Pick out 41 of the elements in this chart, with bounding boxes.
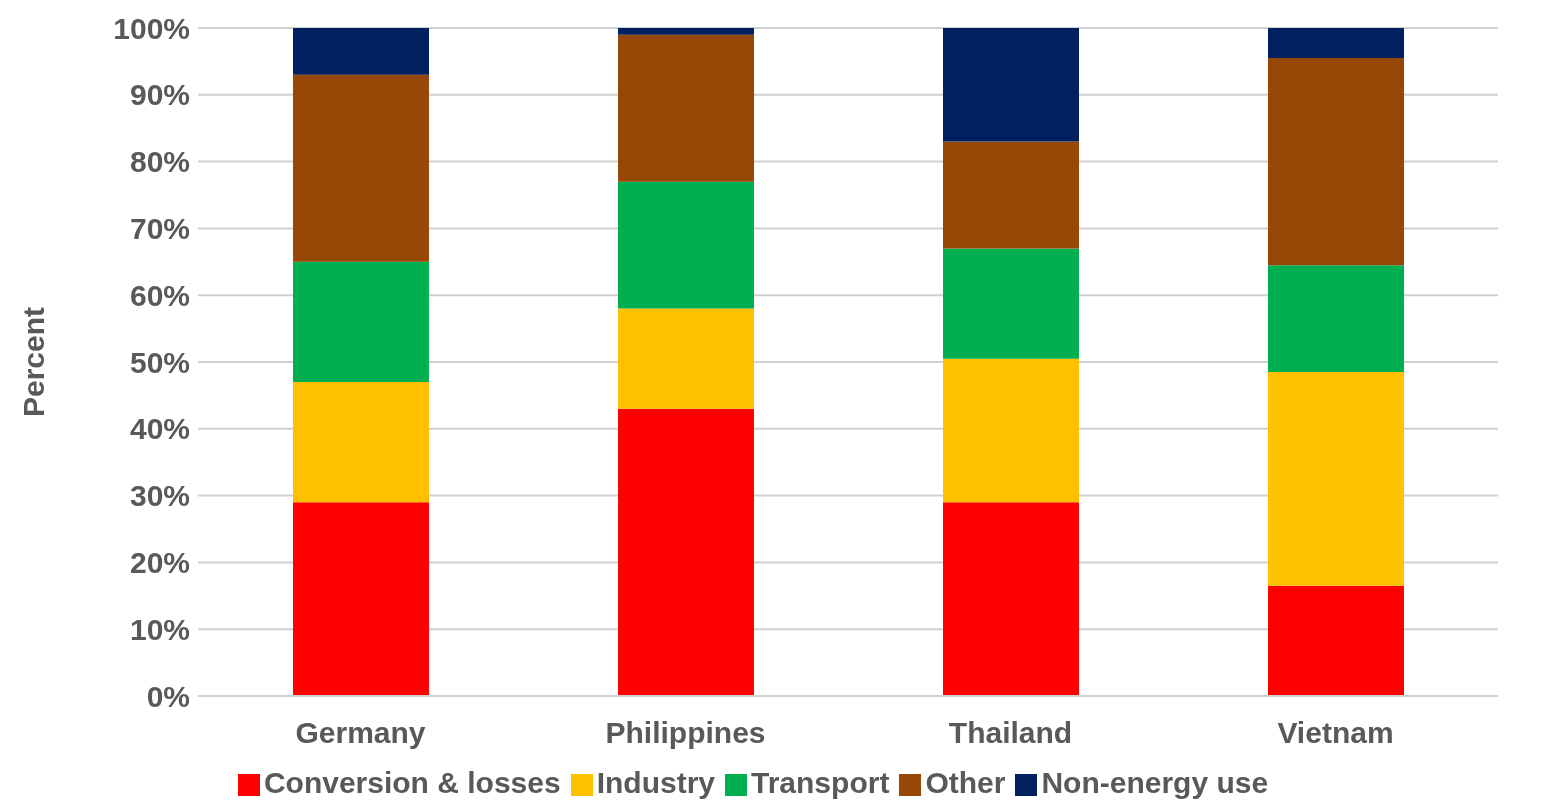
bar <box>618 34 754 182</box>
x-tick-label: Philippines <box>605 716 766 750</box>
y-tick-label: 70% <box>129 212 190 246</box>
bar <box>943 358 1079 503</box>
x-tick-label: Thailand <box>948 716 1073 750</box>
bar <box>943 28 1079 142</box>
y-tick-label: 20% <box>129 546 190 580</box>
x-tick-label: Germany <box>295 716 426 750</box>
bar <box>1268 28 1404 59</box>
bar <box>293 382 429 503</box>
y-tick-label: 50% <box>129 345 190 379</box>
bar <box>618 408 754 696</box>
bar <box>1268 265 1404 373</box>
legend-label: Industry <box>596 766 716 799</box>
bar <box>1268 585 1404 696</box>
bar <box>293 261 429 383</box>
y-tick-label: 60% <box>129 278 190 312</box>
legend-label: Other <box>925 766 1006 799</box>
bar <box>1268 58 1404 266</box>
y-axis-title: Percent <box>16 306 50 418</box>
bar <box>1268 372 1404 586</box>
bar <box>943 141 1079 249</box>
legend-label: Non-energy use <box>1041 766 1269 799</box>
y-tick-label: 80% <box>129 145 190 179</box>
y-tick-label: 100% <box>113 11 190 45</box>
bar <box>293 74 429 262</box>
y-tick-label: 90% <box>129 78 190 112</box>
bar <box>618 28 754 35</box>
bar <box>943 502 1079 696</box>
y-tick-label: 10% <box>129 612 190 646</box>
bar <box>293 502 429 696</box>
bar <box>943 248 1079 359</box>
x-tick-label: Vietnam <box>1277 716 1394 750</box>
legend-label: Conversion & losses <box>263 766 561 799</box>
legend-label: Transport <box>751 766 890 799</box>
y-tick-label: 40% <box>129 412 190 446</box>
y-tick-label: 30% <box>129 479 190 513</box>
y-tick-label: 0% <box>146 679 190 713</box>
bar <box>618 181 754 309</box>
bar <box>293 28 429 75</box>
bar <box>618 308 754 409</box>
